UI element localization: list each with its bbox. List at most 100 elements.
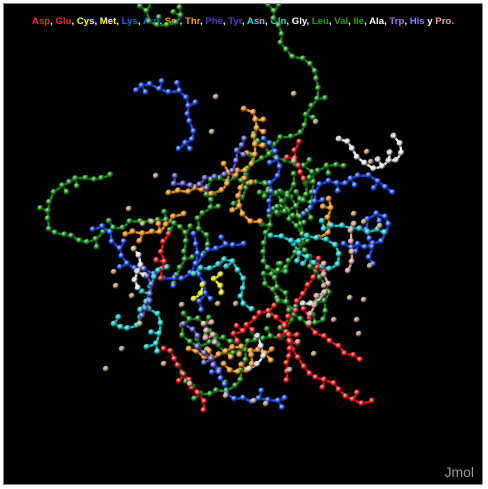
orange-atom[interactable] (319, 203, 327, 211)
green-atom[interactable] (289, 212, 297, 220)
water-molecule[interactable] (367, 158, 375, 166)
water-molecule[interactable] (148, 218, 156, 226)
green-atom[interactable] (136, 4, 144, 10)
violet-atom[interactable] (189, 326, 197, 334)
blue-atom[interactable] (366, 235, 373, 243)
red-atom[interactable] (194, 389, 202, 397)
water-molecule[interactable] (160, 360, 168, 368)
red-atom[interactable] (296, 138, 303, 146)
green-atom[interactable] (203, 231, 211, 239)
green-atom[interactable] (300, 162, 308, 170)
blue-atom[interactable] (196, 298, 203, 305)
blue-atom[interactable] (381, 213, 389, 221)
cyan-atom[interactable] (206, 265, 214, 272)
red-atom[interactable] (315, 255, 323, 263)
blue-atom[interactable] (307, 204, 315, 212)
green-atom[interactable] (293, 202, 300, 210)
green-atom[interactable] (45, 225, 53, 233)
green-atom[interactable] (176, 4, 184, 11)
violet-atom[interactable] (232, 157, 240, 165)
green-atom[interactable] (278, 30, 286, 38)
red-atom[interactable] (286, 338, 294, 346)
red-atom[interactable] (160, 238, 167, 246)
red-atom[interactable] (342, 393, 350, 400)
cyan-atom[interactable] (239, 285, 247, 292)
cyan-atom[interactable] (163, 264, 171, 271)
blue-atom[interactable] (373, 210, 380, 218)
blue-atom[interactable] (108, 238, 116, 246)
green-atom[interactable] (284, 192, 292, 200)
green-atom[interactable] (83, 238, 91, 246)
red-atom[interactable] (300, 305, 308, 313)
orange-atom[interactable] (252, 116, 259, 124)
red-atom[interactable] (160, 345, 168, 353)
green-atom[interactable] (275, 4, 283, 9)
violet-atom[interactable] (215, 368, 223, 376)
blue-atom[interactable] (118, 252, 126, 260)
orange-atom[interactable] (236, 202, 243, 210)
green-atom[interactable] (76, 237, 83, 245)
orange-atom[interactable] (242, 167, 249, 174)
blue-atom[interactable] (278, 404, 286, 412)
cyan-atom[interactable] (110, 320, 118, 328)
blue-atom[interactable] (385, 220, 393, 228)
cyan-atom[interactable] (287, 237, 295, 245)
blue-atom[interactable] (311, 189, 319, 196)
orange-atom[interactable] (148, 228, 156, 236)
violet-atom[interactable] (221, 171, 229, 179)
violet-atom[interactable] (142, 305, 149, 313)
green-atom[interactable] (314, 95, 321, 103)
red-atom[interactable] (161, 258, 168, 266)
violet-atom[interactable] (179, 180, 187, 188)
orange-atom[interactable] (267, 357, 275, 364)
green-atom[interactable] (325, 170, 333, 178)
red-atom[interactable] (341, 350, 349, 357)
orange-atom[interactable] (129, 228, 137, 236)
green-atom[interactable] (261, 193, 269, 201)
green-atom[interactable] (289, 53, 297, 61)
blue-atom[interactable] (274, 172, 282, 180)
cyan-atom[interactable] (356, 225, 364, 233)
yellow-atom[interactable] (218, 289, 226, 297)
red-atom[interactable] (171, 355, 179, 363)
red-atom[interactable] (300, 363, 308, 371)
green-atom[interactable] (307, 214, 315, 222)
blue-atom[interactable] (325, 177, 333, 185)
blue-atom[interactable] (195, 271, 203, 278)
red-atom[interactable] (273, 314, 281, 322)
blue-atom[interactable] (342, 180, 349, 187)
green-atom[interactable] (260, 270, 268, 278)
green-atom[interactable] (99, 228, 107, 236)
cyan-atom[interactable] (223, 263, 231, 271)
green-atom[interactable] (285, 257, 293, 265)
white-atom[interactable] (385, 157, 393, 165)
water-molecule[interactable] (286, 366, 294, 374)
orange-atom[interactable] (229, 344, 236, 351)
cyan-atom[interactable] (326, 265, 333, 273)
cyan-atom[interactable] (154, 267, 162, 274)
red-atom[interactable] (276, 332, 283, 340)
green-atom[interactable] (153, 21, 161, 29)
red-atom[interactable] (312, 374, 320, 381)
blue-atom[interactable] (266, 179, 274, 187)
orange-atom[interactable] (220, 160, 228, 168)
blue-atom[interactable] (182, 139, 189, 147)
cyan-atom[interactable] (310, 259, 318, 267)
green-atom[interactable] (155, 14, 163, 21)
cyan-atom[interactable] (215, 261, 222, 268)
green-atom[interactable] (266, 150, 273, 158)
water-molecule[interactable] (363, 148, 371, 156)
cyan-atom[interactable] (157, 319, 165, 327)
blue-atom[interactable] (258, 387, 265, 395)
green-atom[interactable] (194, 315, 202, 323)
water-molecule[interactable] (350, 210, 358, 218)
green-atom[interactable] (287, 133, 295, 141)
blue-atom[interactable] (376, 217, 384, 225)
orange-atom[interactable] (222, 348, 230, 355)
blue-atom[interactable] (334, 187, 342, 195)
green-atom[interactable] (162, 216, 170, 224)
red-atom[interactable] (300, 175, 308, 183)
cyan-atom[interactable] (328, 222, 335, 230)
orange-atom[interactable] (235, 192, 242, 200)
water-molecule[interactable] (353, 316, 361, 324)
